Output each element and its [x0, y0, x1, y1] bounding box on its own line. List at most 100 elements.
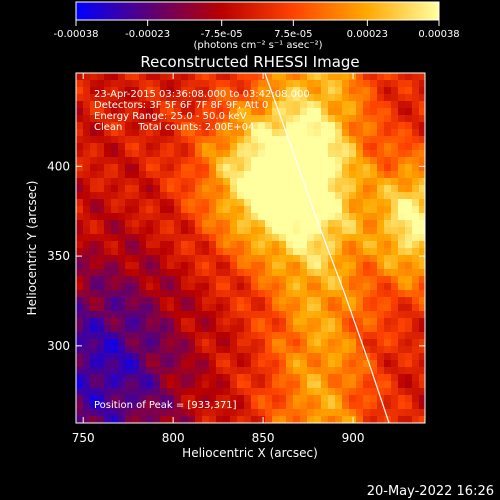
heatmap-cell: [237, 283, 244, 290]
heatmap-cell: [174, 199, 181, 206]
heatmap-cell: [251, 227, 258, 234]
heatmap-cell: [363, 388, 370, 395]
heatmap-cell: [174, 143, 181, 150]
heatmap-cell: [293, 311, 300, 318]
heatmap-cell: [272, 143, 279, 150]
heatmap-cell: [230, 255, 237, 262]
heatmap-cell: [279, 199, 286, 206]
heatmap-cell: [139, 318, 146, 325]
heatmap-cell: [405, 192, 412, 199]
heatmap-cell: [258, 213, 265, 220]
heatmap-cell: [251, 73, 258, 80]
heatmap-cell: [335, 227, 342, 234]
heatmap-cell: [160, 248, 167, 255]
heatmap-cell: [363, 164, 370, 171]
heatmap-cell: [125, 395, 132, 402]
heatmap-cell: [419, 262, 425, 269]
heatmap-cell: [223, 220, 230, 227]
heatmap-cell: [300, 227, 307, 234]
heatmap-cell: [104, 360, 111, 367]
heatmap-cell: [307, 192, 314, 199]
heatmap-cell: [188, 339, 195, 346]
heatmap-cell: [377, 353, 384, 360]
heatmap-cell: [265, 227, 272, 234]
heatmap-cell: [181, 129, 188, 136]
heatmap-cell: [160, 122, 167, 129]
heatmap-cell: [118, 262, 125, 269]
heatmap-cell: [153, 101, 160, 108]
heatmap-cell: [139, 101, 146, 108]
heatmap-cell: [153, 206, 160, 213]
heatmap-cell: [125, 262, 132, 269]
heatmap-cell: [181, 213, 188, 220]
heatmap-cell: [167, 227, 174, 234]
heatmap-cell: [377, 157, 384, 164]
heatmap-cell: [293, 325, 300, 332]
heatmap-cell: [153, 269, 160, 276]
heatmap-cell: [111, 255, 118, 262]
heatmap-cell: [272, 122, 279, 129]
heatmap-cell: [146, 115, 153, 122]
heatmap-cell: [328, 122, 335, 129]
heatmap-cell: [265, 108, 272, 115]
heatmap-cell: [321, 101, 328, 108]
heatmap-cell: [328, 416, 335, 423]
heatmap-cell: [314, 283, 321, 290]
heatmap-cell: [398, 129, 405, 136]
heatmap-cell: [146, 381, 153, 388]
heatmap-cell: [412, 311, 419, 318]
heatmap-cell: [279, 185, 286, 192]
heatmap-cell: [83, 80, 90, 87]
heatmap-cell: [216, 108, 223, 115]
heatmap-cell: [97, 248, 104, 255]
heatmap-cell: [132, 304, 139, 311]
colorbar-tick-label: 0.00023: [347, 29, 388, 40]
heatmap-cell: [216, 346, 223, 353]
heatmap-cell: [286, 94, 293, 101]
heatmap-cell: [237, 206, 244, 213]
heatmap-cell: [118, 332, 125, 339]
heatmap-cell: [272, 185, 279, 192]
heatmap-cell: [223, 241, 230, 248]
heatmap-cell: [405, 395, 412, 402]
heatmap-cell: [321, 199, 328, 206]
heatmap-cell: [251, 206, 258, 213]
heatmap-cell: [216, 297, 223, 304]
heatmap-cell: [104, 381, 111, 388]
heatmap-cell: [342, 115, 349, 122]
heatmap-cell: [342, 304, 349, 311]
heatmap-cell: [153, 192, 160, 199]
heatmap-cell: [216, 227, 223, 234]
heatmap-cell: [391, 241, 398, 248]
heatmap-cell: [307, 80, 314, 87]
heatmap-cell: [412, 115, 419, 122]
heatmap-cell: [132, 108, 139, 115]
heatmap-cell: [160, 206, 167, 213]
heatmap-cell: [132, 101, 139, 108]
heatmap-cell: [335, 136, 342, 143]
heatmap-cell: [160, 402, 167, 409]
heatmap-cell: [335, 388, 342, 395]
heatmap-cell: [251, 353, 258, 360]
heatmap-cell: [216, 122, 223, 129]
heatmap-cell: [314, 276, 321, 283]
heatmap-cell: [272, 108, 279, 115]
heatmap-cell: [286, 402, 293, 409]
heatmap-cell: [181, 192, 188, 199]
heatmap-cell: [321, 178, 328, 185]
heatmap-cell: [398, 136, 405, 143]
heatmap-cell: [237, 339, 244, 346]
heatmap-cell: [230, 248, 237, 255]
heatmap-cell: [419, 325, 425, 332]
heatmap-cell: [251, 157, 258, 164]
heatmap-cell: [398, 157, 405, 164]
heatmap-cell: [139, 381, 146, 388]
heatmap-cell: [244, 192, 251, 199]
heatmap-cell: [258, 290, 265, 297]
heatmap-cell: [398, 402, 405, 409]
heatmap-cell: [356, 318, 363, 325]
heatmap-cell: [153, 199, 160, 206]
heatmap-cell: [139, 157, 146, 164]
heatmap-cell: [209, 332, 216, 339]
heatmap-cell: [321, 339, 328, 346]
